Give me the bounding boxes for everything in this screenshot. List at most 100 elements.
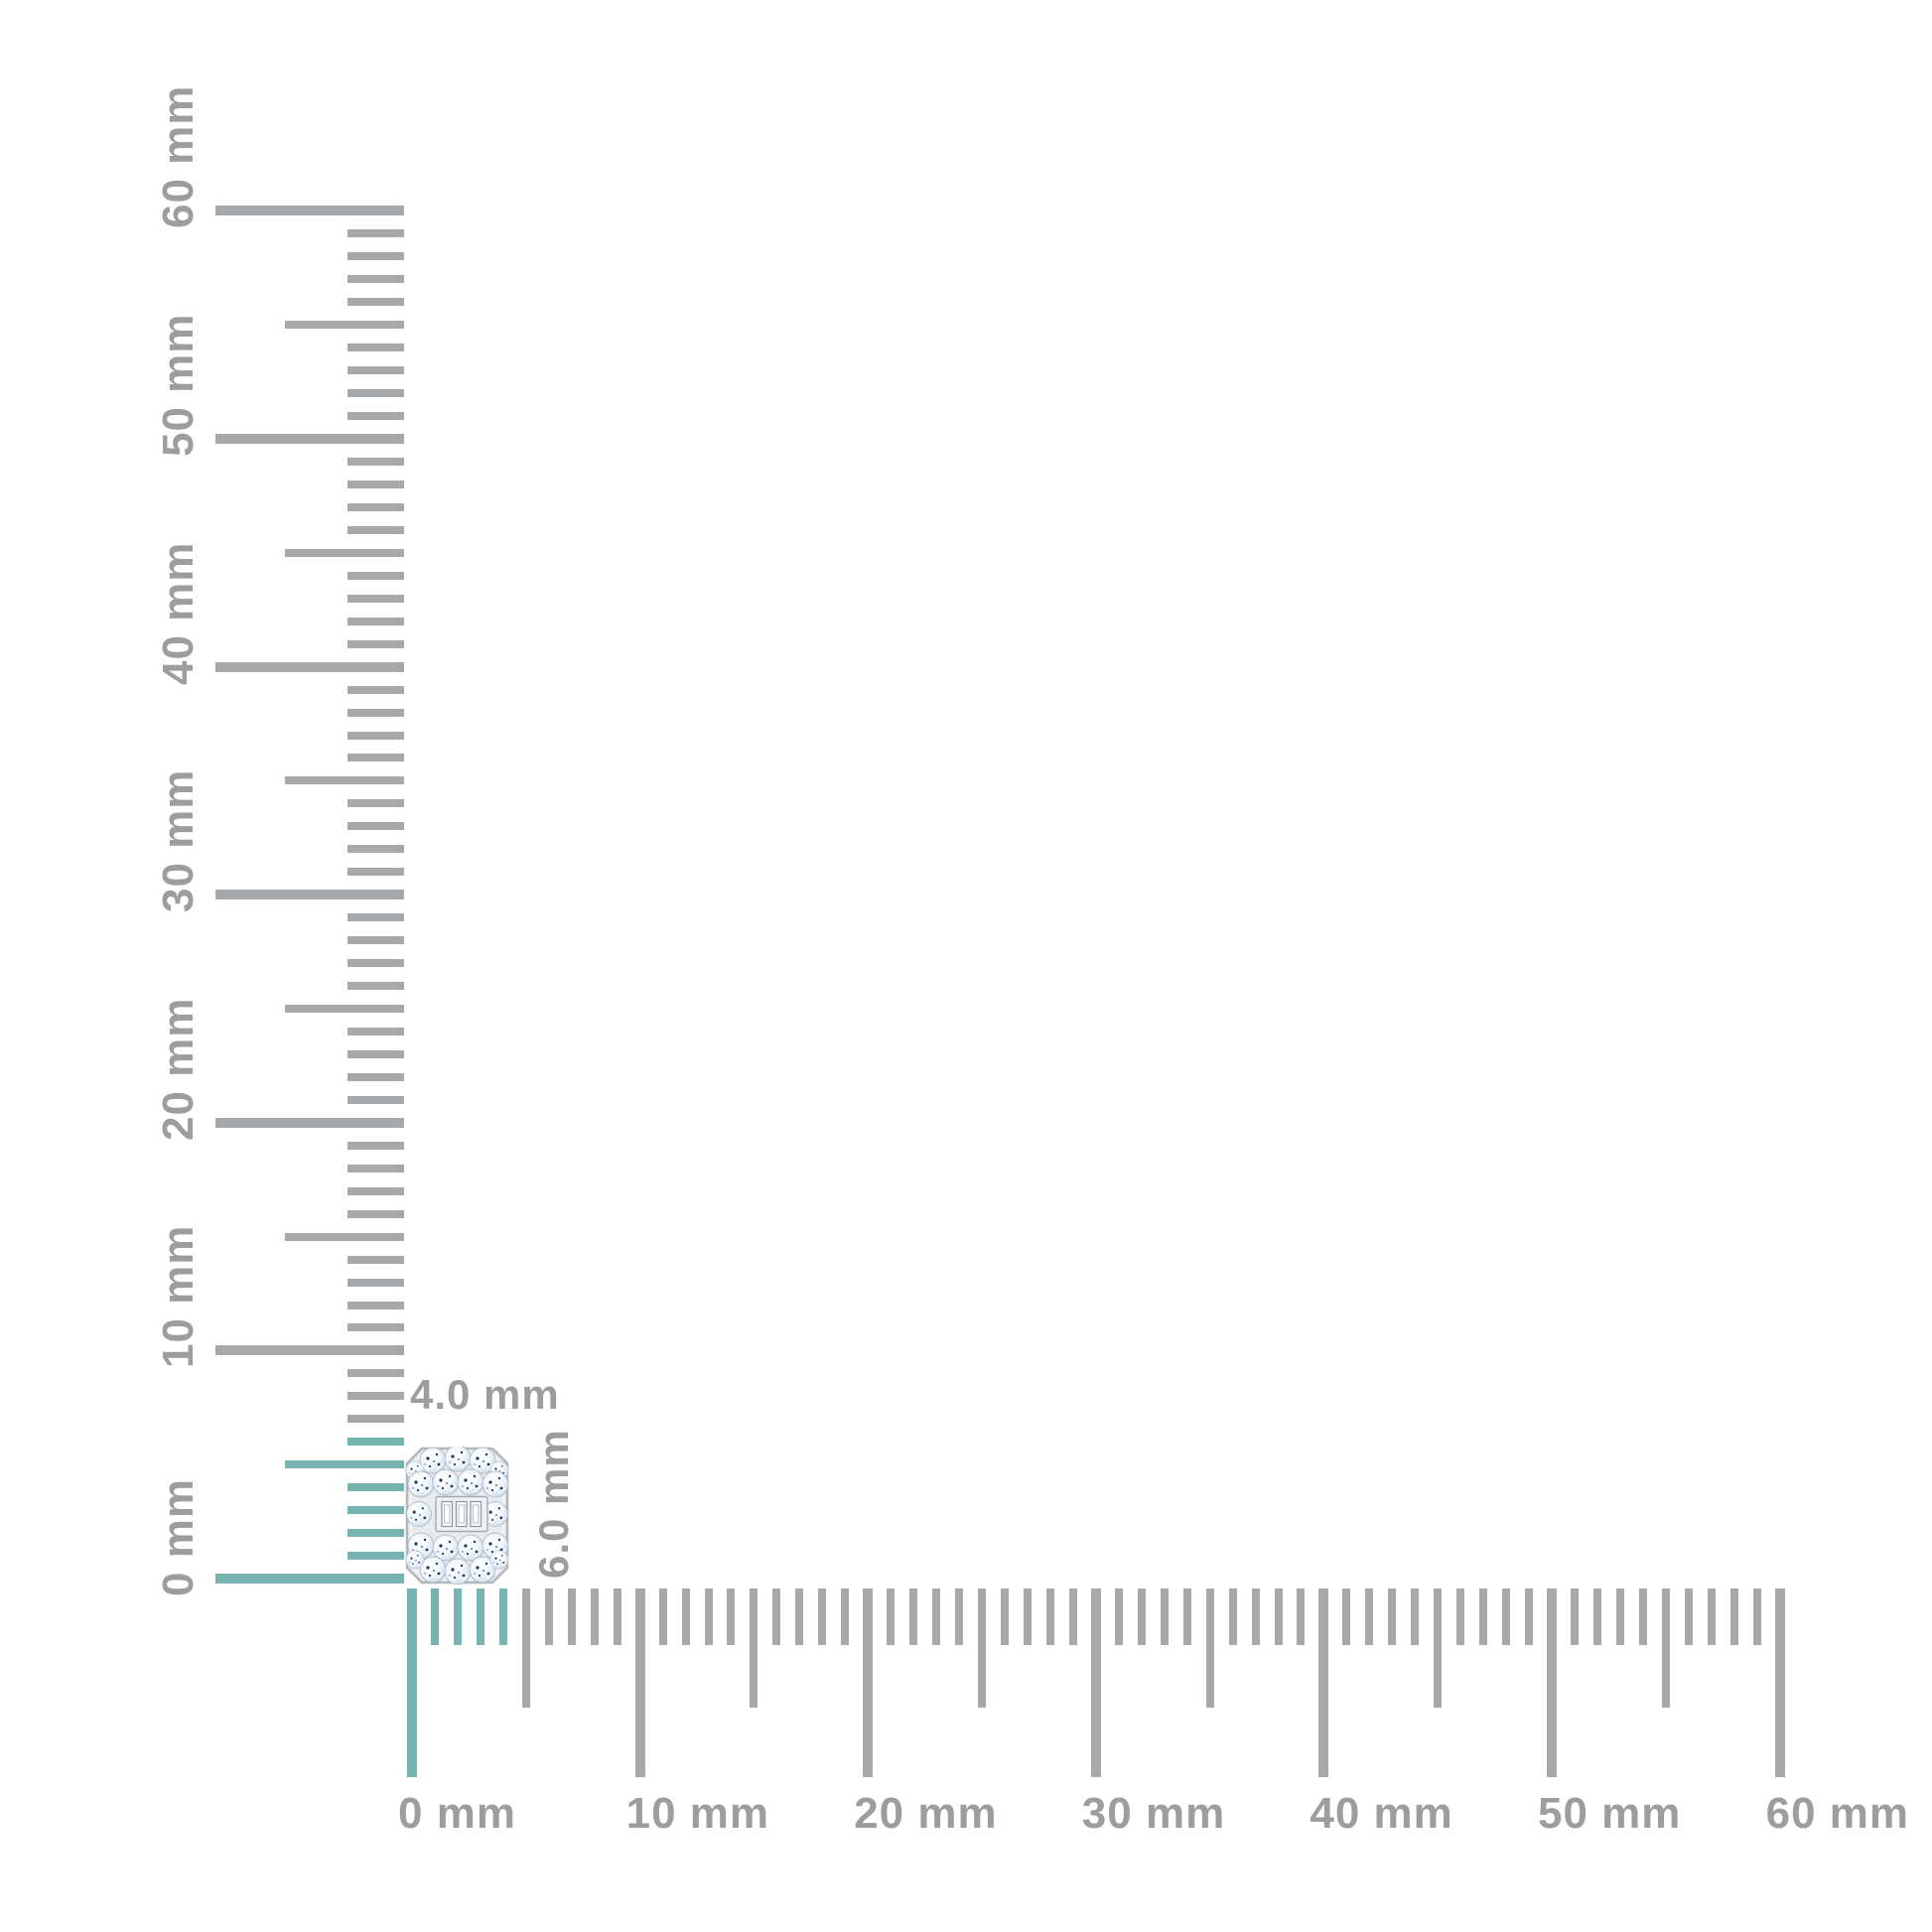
h-ruler-tick-26mm <box>1001 1588 1009 1645</box>
v-ruler-tick-22mm <box>347 1072 404 1081</box>
v-ruler-tick-23mm <box>347 1049 404 1058</box>
h-ruler-tick-19mm <box>841 1588 850 1645</box>
v-ruler-tick-29mm <box>347 913 404 922</box>
v-ruler-tick-36mm <box>347 754 404 762</box>
h-ruler-tick-15mm <box>750 1588 759 1708</box>
h-ruler-tick-37mm <box>1251 1588 1260 1645</box>
h-ruler-tick-5mm <box>521 1588 530 1708</box>
v-ruler-tick-16mm <box>347 1209 404 1218</box>
v-ruler-tick-18mm <box>347 1164 404 1173</box>
v-ruler-tick-25mm <box>285 1005 404 1013</box>
h-ruler-tick-31mm <box>1114 1588 1123 1645</box>
v-ruler-tick-11mm <box>347 1323 404 1332</box>
h-ruler-label-40mm: 40 mm <box>1310 1789 1453 1838</box>
h-ruler-tick-39mm <box>1297 1588 1306 1645</box>
v-ruler-label-30mm: 30 mm <box>154 768 203 913</box>
v-ruler-label-40mm: 40 mm <box>154 541 203 685</box>
h-ruler-tick-59mm <box>1752 1588 1761 1645</box>
h-ruler-tick-55mm <box>1661 1588 1670 1708</box>
h-ruler-tick-57mm <box>1707 1588 1716 1645</box>
v-ruler-tick-12mm <box>347 1301 404 1310</box>
v-ruler-tick-33mm <box>347 822 404 831</box>
v-ruler-tick-7mm <box>347 1415 404 1424</box>
v-ruler-tick-17mm <box>347 1186 404 1195</box>
v-ruler-tick-0mm <box>215 1574 404 1584</box>
v-ruler-tick-48mm <box>347 480 404 488</box>
h-ruler-tick-28mm <box>1045 1588 1054 1645</box>
h-ruler-tick-42mm <box>1365 1588 1374 1645</box>
h-ruler-tick-54mm <box>1638 1588 1647 1645</box>
v-ruler-tick-32mm <box>347 845 404 854</box>
v-ruler-tick-49mm <box>347 458 404 466</box>
v-ruler-tick-30mm <box>215 890 404 900</box>
v-ruler-tick-2mm <box>347 1529 404 1538</box>
v-ruler-tick-46mm <box>347 525 404 534</box>
h-ruler-tick-17mm <box>795 1588 804 1645</box>
v-ruler-tick-50mm <box>215 434 404 444</box>
h-ruler-tick-58mm <box>1729 1588 1738 1645</box>
v-ruler-tick-13mm <box>347 1278 404 1287</box>
h-ruler-tick-3mm <box>476 1588 484 1645</box>
v-ruler-tick-52mm <box>347 389 404 398</box>
v-ruler-tick-59mm <box>347 229 404 238</box>
v-ruler-tick-28mm <box>347 936 404 945</box>
h-ruler-label-20mm: 20 mm <box>854 1789 998 1838</box>
v-ruler-tick-51mm <box>347 412 404 420</box>
h-ruler-label-10mm: 10 mm <box>625 1789 770 1838</box>
h-ruler-tick-4mm <box>498 1588 507 1645</box>
v-ruler-tick-8mm <box>347 1392 404 1401</box>
h-ruler-tick-23mm <box>932 1588 941 1645</box>
h-ruler-tick-6mm <box>544 1588 553 1645</box>
h-ruler-tick-25mm <box>978 1588 986 1708</box>
h-ruler-tick-13mm <box>704 1588 713 1645</box>
v-ruler-label-0mm: 0 mm <box>154 1478 203 1596</box>
h-ruler-tick-11mm <box>658 1588 667 1645</box>
v-ruler-label-10mm: 10 mm <box>154 1224 203 1369</box>
v-ruler-tick-24mm <box>347 1028 404 1035</box>
v-ruler-tick-58mm <box>347 252 404 261</box>
v-ruler-label-50mm: 50 mm <box>154 313 203 457</box>
v-ruler-tick-44mm <box>347 571 404 580</box>
h-ruler-tick-47mm <box>1479 1588 1488 1645</box>
h-ruler-tick-0mm <box>407 1588 417 1777</box>
h-ruler-label-30mm: 30 mm <box>1081 1789 1226 1838</box>
v-ruler-tick-47mm <box>347 502 404 511</box>
h-ruler-tick-7mm <box>567 1588 576 1645</box>
v-ruler-tick-39mm <box>347 685 404 694</box>
h-ruler-label-0mm: 0 mm <box>398 1789 516 1838</box>
v-ruler-label-60mm: 60 mm <box>154 84 203 229</box>
h-ruler-tick-48mm <box>1502 1588 1511 1645</box>
h-ruler-tick-30mm <box>1090 1588 1101 1777</box>
h-ruler-tick-20mm <box>863 1588 874 1777</box>
v-ruler-tick-9mm <box>347 1369 404 1378</box>
v-ruler-tick-54mm <box>347 344 404 352</box>
h-ruler-tick-9mm <box>613 1588 621 1645</box>
h-ruler-tick-53mm <box>1615 1588 1624 1645</box>
v-ruler-tick-4mm <box>347 1483 404 1492</box>
h-ruler-tick-21mm <box>887 1588 896 1645</box>
h-ruler-label-60mm: 60 mm <box>1765 1789 1910 1838</box>
h-ruler-tick-52mm <box>1592 1588 1601 1645</box>
h-ruler-tick-14mm <box>727 1588 736 1645</box>
v-ruler-tick-56mm <box>347 298 404 307</box>
h-ruler-label-50mm: 50 mm <box>1538 1789 1682 1838</box>
v-ruler-label-20mm: 20 mm <box>154 997 203 1141</box>
v-ruler-tick-40mm <box>215 661 404 672</box>
h-ruler-tick-22mm <box>909 1588 918 1645</box>
h-ruler-tick-10mm <box>634 1588 645 1777</box>
v-ruler-tick-45mm <box>285 548 404 557</box>
v-ruler-tick-27mm <box>347 959 404 968</box>
item-width-label: 4.0 mm <box>410 1371 560 1418</box>
v-ruler-tick-5mm <box>285 1460 404 1469</box>
v-ruler-tick-41mm <box>347 639 404 648</box>
v-ruler-tick-57mm <box>347 275 404 284</box>
h-ruler-tick-45mm <box>1434 1588 1443 1708</box>
h-ruler-tick-24mm <box>955 1588 963 1645</box>
v-ruler-tick-34mm <box>347 799 404 808</box>
v-ruler-tick-53mm <box>347 366 404 375</box>
v-ruler-tick-38mm <box>347 708 404 717</box>
h-ruler-tick-1mm <box>431 1588 439 1645</box>
h-ruler-tick-8mm <box>590 1588 599 1645</box>
v-ruler-tick-6mm <box>347 1438 404 1447</box>
h-ruler-tick-36mm <box>1228 1588 1237 1645</box>
